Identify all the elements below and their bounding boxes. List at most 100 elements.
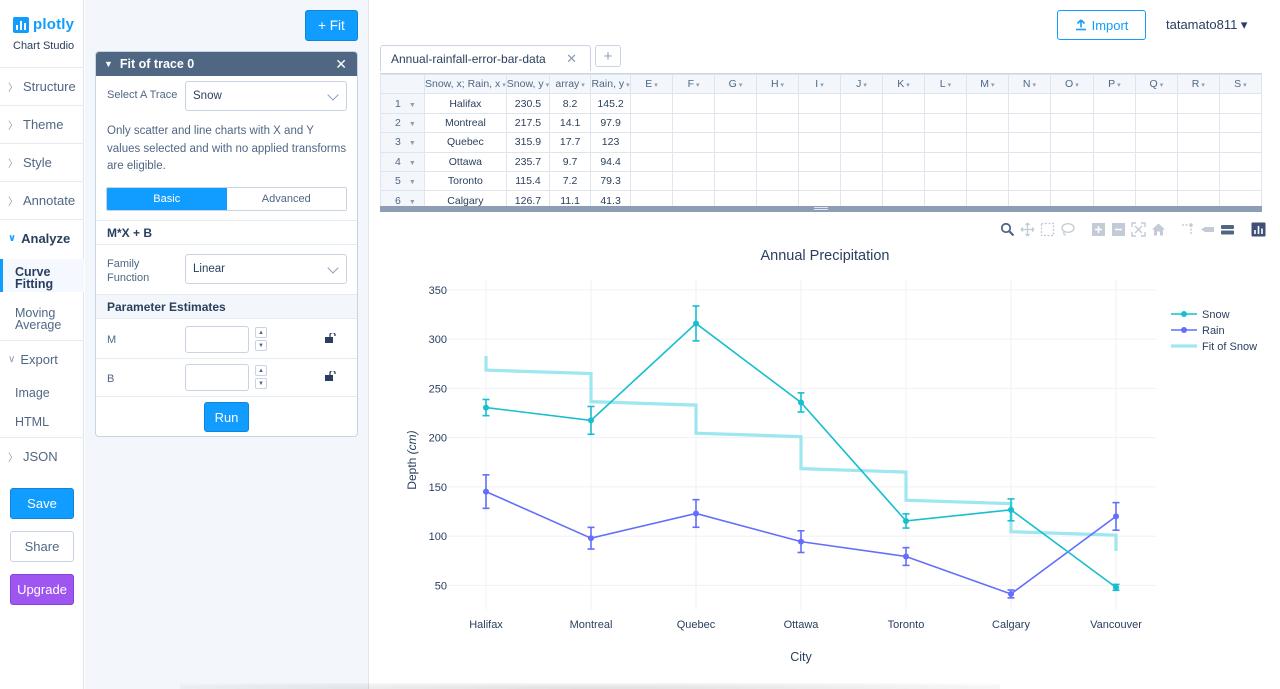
column-menu-icon[interactable]: ▾ <box>695 82 700 90</box>
column-header[interactable]: L ▾ <box>923 74 967 95</box>
table-cell[interactable] <box>1049 112 1094 134</box>
table-cell[interactable] <box>1134 132 1178 153</box>
tab-advanced[interactable]: Advanced <box>226 188 346 210</box>
column-menu-icon[interactable]: ▾ <box>654 82 658 90</box>
table-cell[interactable] <box>923 170 967 192</box>
column-header[interactable]: N ▾ <box>1007 74 1051 95</box>
nav-annotate[interactable]: 〉 Annotate <box>0 181 84 219</box>
column-menu-icon[interactable]: ▾ <box>947 82 952 90</box>
table-cell[interactable] <box>1092 170 1136 192</box>
table-cell[interactable]: Ottawa <box>423 151 507 172</box>
upgrade-button[interactable]: Upgrade <box>10 574 74 605</box>
table-cell[interactable]: 145.2 <box>590 93 632 114</box>
table-cell[interactable] <box>1049 151 1094 172</box>
column-header[interactable]: I ▾ <box>798 74 841 95</box>
column-header[interactable]: S ▾ <box>1218 74 1262 95</box>
grid-resize-handle[interactable] <box>380 206 1262 212</box>
rain-point[interactable] <box>693 510 699 517</box>
nav-theme[interactable]: 〉 Theme <box>0 105 84 143</box>
table-cell[interactable]: 235.7 <box>505 151 551 172</box>
table-cell[interactable] <box>672 93 716 114</box>
share-button[interactable]: Share <box>10 531 74 562</box>
row-number[interactable]: 5 ▼ <box>380 170 425 192</box>
fit-card-header[interactable]: ▼ Fit of trace 0 ✕ <box>96 52 357 76</box>
rain-point[interactable] <box>798 538 804 545</box>
row-number[interactable]: 4 ▼ <box>380 151 425 172</box>
fit-of-snow-line[interactable] <box>484 355 1118 551</box>
column-header[interactable]: J ▾ <box>839 74 883 95</box>
table-cell[interactable] <box>839 132 883 153</box>
table-cell[interactable] <box>965 151 1009 172</box>
table-cell[interactable]: Montreal <box>423 112 507 134</box>
table-cell[interactable] <box>1176 170 1220 192</box>
table-cell[interactable] <box>1092 132 1136 153</box>
param-b-input[interactable] <box>185 364 249 391</box>
table-cell[interactable]: 17.7 <box>549 132 592 153</box>
column-menu-icon[interactable]: ▾ <box>1032 82 1036 90</box>
nav-analyze[interactable]: ∨ Analyze <box>0 219 84 257</box>
row-menu-icon[interactable]: ▼ <box>408 198 416 206</box>
row-number[interactable]: 6 ▼ <box>380 190 425 210</box>
table-cell[interactable] <box>756 151 799 172</box>
nav-export-html[interactable]: HTML <box>15 415 50 429</box>
close-icon[interactable]: ✕ <box>335 56 347 72</box>
param-m-input[interactable] <box>185 326 249 353</box>
table-cell[interactable] <box>1176 93 1220 114</box>
table-cell[interactable] <box>630 132 674 153</box>
table-cell[interactable] <box>965 132 1009 153</box>
row-number[interactable]: 1 ▼ <box>380 93 425 114</box>
column-menu-icon[interactable]: ▾ <box>738 82 743 90</box>
table-cell[interactable] <box>1092 93 1136 114</box>
table-cell[interactable] <box>630 93 674 114</box>
snow-point[interactable] <box>1113 584 1119 591</box>
table-cell[interactable]: 7.2 <box>549 170 592 192</box>
table-cell[interactable] <box>881 112 925 134</box>
lasso-icon[interactable] <box>1060 222 1075 237</box>
nav-moving-average[interactable]: Moving Average <box>15 306 62 332</box>
table-cell[interactable] <box>1134 112 1178 134</box>
row-menu-icon[interactable]: ▼ <box>408 140 416 148</box>
table-cell[interactable]: 8.2 <box>549 93 592 114</box>
box-select-icon[interactable] <box>1040 222 1055 237</box>
table-cell[interactable] <box>839 170 883 192</box>
column-menu-icon[interactable]: ▾ <box>1075 82 1079 90</box>
table-cell[interactable] <box>1007 132 1051 153</box>
grid-tab[interactable]: Annual-rainfall-error-bar-data ✕ <box>380 45 591 71</box>
autoscale-icon[interactable] <box>1131 221 1146 237</box>
table-cell[interactable] <box>965 93 1009 114</box>
zoom-in-icon[interactable] <box>1091 222 1106 237</box>
table-cell[interactable] <box>1134 151 1178 172</box>
column-menu-icon[interactable]: ▾ <box>906 82 910 90</box>
row-menu-icon[interactable]: ▼ <box>408 101 416 109</box>
column-header[interactable]: H ▾ <box>756 74 799 95</box>
table-cell[interactable] <box>714 112 758 134</box>
row-menu-icon[interactable]: ▼ <box>408 120 416 128</box>
table-cell[interactable] <box>756 112 799 134</box>
column-header[interactable]: Snow, y ▾ <box>505 74 551 95</box>
column-menu-icon[interactable]: ▾ <box>1159 82 1164 90</box>
column-header[interactable]: P ▾ <box>1092 74 1136 95</box>
legend-label[interactable]: Snow <box>1202 309 1230 321</box>
close-tab-icon[interactable]: ✕ <box>566 50 577 66</box>
table-cell[interactable] <box>798 170 841 192</box>
table-cell[interactable] <box>756 93 799 114</box>
rain-point[interactable] <box>588 535 594 542</box>
table-cell[interactable] <box>1007 112 1051 134</box>
rain-point[interactable] <box>483 488 489 495</box>
snow-point[interactable] <box>693 320 699 327</box>
table-cell[interactable] <box>923 112 967 134</box>
table-cell[interactable]: 315.9 <box>505 132 551 153</box>
table-cell[interactable]: 9.7 <box>549 151 592 172</box>
snow-point[interactable] <box>798 399 804 406</box>
column-menu-icon[interactable]: ▾ <box>581 82 585 90</box>
table-cell[interactable] <box>798 112 841 134</box>
user-menu[interactable]: tatamato811 ▾ <box>1166 17 1248 32</box>
row-number[interactable]: 3 ▼ <box>380 132 425 153</box>
table-cell[interactable] <box>672 112 716 134</box>
column-header[interactable]: R ▾ <box>1176 74 1220 95</box>
row-menu-icon[interactable]: ▼ <box>408 159 416 167</box>
table-cell[interactable] <box>1134 93 1178 114</box>
decrement-icon[interactable]: ▼ <box>255 378 267 389</box>
table-cell[interactable] <box>1218 170 1262 192</box>
family-function-select[interactable]: Linear <box>185 254 347 284</box>
